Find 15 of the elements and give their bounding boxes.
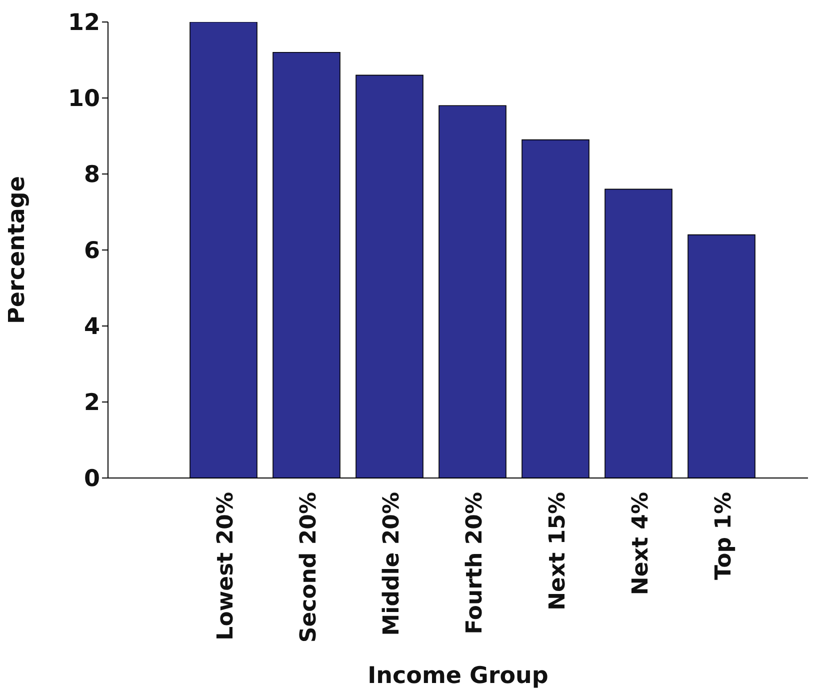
x-tick-label: Next 4% bbox=[628, 492, 654, 596]
y-tick-label: 10 bbox=[68, 86, 100, 112]
x-axis-title: Income Group bbox=[368, 663, 548, 689]
y-tick-label: 4 bbox=[84, 314, 100, 340]
y-tick-label: 2 bbox=[84, 390, 100, 416]
y-tick-label: 0 bbox=[84, 466, 100, 492]
x-tick-label: Next 15% bbox=[546, 492, 570, 610]
x-tick-label: Top 1% bbox=[712, 492, 736, 580]
x-tick-label: Middle 20% bbox=[380, 492, 404, 636]
y-tick-label: 8 bbox=[84, 162, 100, 188]
x-tick-label: Lowest 20% bbox=[214, 492, 238, 640]
x-tick-label: Second 20% bbox=[296, 492, 322, 643]
y-tick-label: 6 bbox=[84, 238, 100, 264]
x-tick-label: Fourth 20% bbox=[462, 492, 488, 634]
y-tick-label: 12 bbox=[68, 10, 100, 36]
